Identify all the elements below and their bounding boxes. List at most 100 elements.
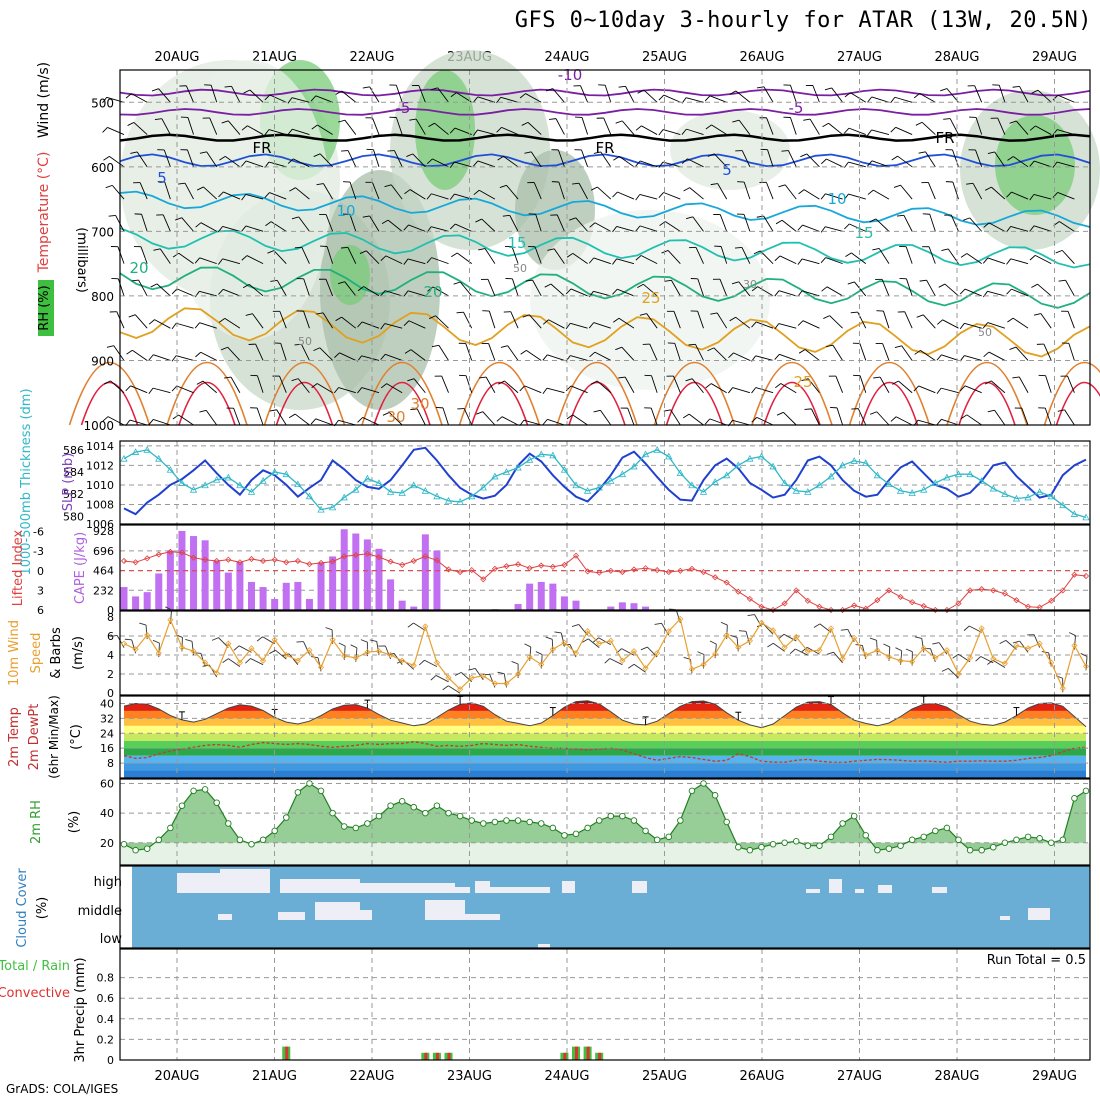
wind-barb-flag xyxy=(362,86,370,89)
wind-point xyxy=(422,623,429,630)
wind-barb-flag xyxy=(820,257,826,264)
thickness-point xyxy=(178,479,186,486)
li-point xyxy=(712,574,719,581)
wind-barb-flag xyxy=(705,383,712,389)
wind-barb-flag xyxy=(148,419,154,426)
thickness-point xyxy=(201,481,209,489)
wind-barb xyxy=(1037,283,1052,297)
wind-barb xyxy=(395,117,403,135)
wind-barb xyxy=(695,247,704,264)
rh-point xyxy=(340,823,348,830)
wind-barb xyxy=(323,183,334,200)
wind-barb xyxy=(316,383,333,394)
wind-barb xyxy=(570,322,588,329)
wind-point xyxy=(712,650,719,658)
wind-barb xyxy=(410,349,426,361)
wind-barb-flag xyxy=(612,191,618,198)
wind-barb-flag xyxy=(952,653,959,659)
wind-barb xyxy=(766,117,774,135)
wind-barb-flag xyxy=(521,121,529,126)
wind-barb xyxy=(743,181,751,200)
temp-contour xyxy=(119,133,1091,142)
ylabel-cloud-unit: (%) xyxy=(35,897,50,920)
precip-conv-bar xyxy=(586,1046,590,1060)
wind-barb xyxy=(570,288,588,297)
wind-barb-flag xyxy=(497,671,505,675)
precip-tick: 0.2 xyxy=(97,1033,115,1046)
wind-barb xyxy=(639,160,658,168)
wind-barb xyxy=(500,96,519,103)
wind-barb-flag xyxy=(178,182,186,185)
wind-barb-flag xyxy=(1068,632,1076,636)
wind-barb xyxy=(477,160,496,168)
wind-barb xyxy=(415,118,426,135)
wind-point xyxy=(885,653,893,660)
wind-barb-flag xyxy=(936,354,942,361)
wind-barb xyxy=(369,86,380,103)
wind-barb xyxy=(246,255,264,265)
wind-barb-flag xyxy=(983,222,990,228)
wind-barb-flag xyxy=(731,281,739,285)
rh-point xyxy=(422,809,429,817)
li-point xyxy=(549,563,556,570)
wind-barb-flag xyxy=(380,290,386,297)
ylabel-temperature: Temperature (°C) xyxy=(36,152,52,274)
wind-barb xyxy=(904,311,913,329)
ylabel-rh2m-unit: (%) xyxy=(67,811,82,834)
temp-tick: 40 xyxy=(100,697,114,710)
thickness-point xyxy=(247,488,256,495)
cape-bar xyxy=(433,550,441,610)
wind-barb-flag xyxy=(824,87,832,91)
ylabel-cape: CAPE (J/kg) xyxy=(73,532,88,604)
li-point xyxy=(677,567,684,574)
wind-barb xyxy=(361,387,380,394)
temp-contour-hot xyxy=(860,381,919,426)
wind-barb xyxy=(1067,311,1075,329)
li-point xyxy=(735,588,742,595)
temp-contour-warm xyxy=(68,361,151,426)
wind-barb-flag xyxy=(1029,225,1035,232)
wind-point xyxy=(364,649,371,656)
li-point xyxy=(920,603,927,610)
wind-barb xyxy=(917,419,936,426)
wind-barb xyxy=(825,193,843,200)
thickness-point xyxy=(120,454,128,462)
wind-barb xyxy=(732,387,751,394)
wind-barb xyxy=(643,283,658,297)
wind-barb-flag xyxy=(224,376,232,379)
wind-barb-flag xyxy=(426,257,432,264)
rh-point xyxy=(711,792,719,799)
wind-barb xyxy=(187,117,194,135)
wind-barb-flag xyxy=(219,155,226,161)
wind-point xyxy=(793,633,800,641)
wind-barb-flag xyxy=(199,151,207,154)
wind-barb xyxy=(881,279,890,297)
wind-barb-flag xyxy=(820,226,826,233)
wind-barb xyxy=(435,315,449,329)
wind-barb-flag xyxy=(1012,376,1020,379)
wind-barb-flag xyxy=(820,193,826,200)
wind-barb xyxy=(145,625,148,640)
thickness-point xyxy=(792,486,800,494)
wind-barb xyxy=(164,181,171,200)
wind-barb xyxy=(431,226,449,232)
wind-barb-flag xyxy=(449,193,455,200)
wind-barb xyxy=(1085,656,1088,671)
cape-bar xyxy=(120,587,128,610)
wind-barb xyxy=(1040,313,1052,329)
wind-barb-flag xyxy=(404,189,411,195)
wind-barb-flag xyxy=(218,258,223,265)
wind-barb-flag xyxy=(125,93,132,99)
rh-point xyxy=(781,839,788,847)
wind-barb xyxy=(646,313,658,329)
wind-barb-flag xyxy=(241,225,247,232)
wind-barb xyxy=(882,343,890,361)
wind-barb xyxy=(802,224,820,232)
wind-barb-flag xyxy=(544,283,552,288)
wind-barb-flag xyxy=(172,252,180,258)
wind-barb xyxy=(325,214,334,232)
wind-barb xyxy=(848,193,866,200)
slp-tick: 1010 xyxy=(86,479,114,492)
rh-point xyxy=(607,812,615,820)
wind-barb xyxy=(301,344,310,361)
